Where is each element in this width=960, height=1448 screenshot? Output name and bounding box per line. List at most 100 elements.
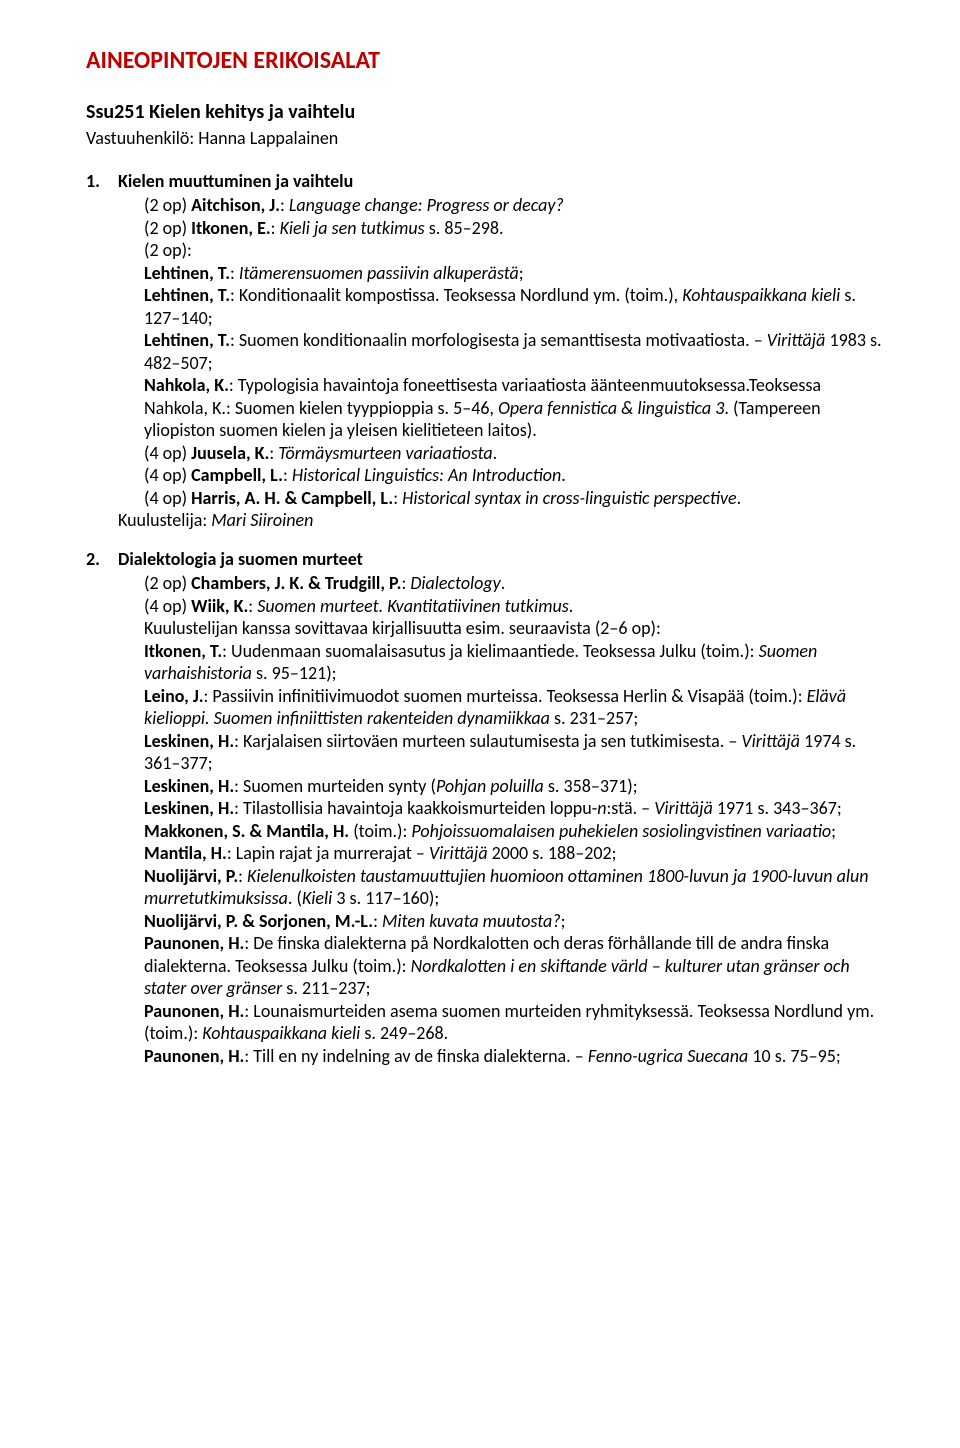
txt: s. 358–371); [544,775,638,797]
txt: (4 op) [144,595,191,617]
author: Juusela, K. [191,442,269,464]
work-title: Pohjoissuomalaisen puhekielen sosiolingv… [411,820,831,842]
s2-entry-15: Paunonen, H.: Till en ny indelning av de… [144,1045,886,1068]
author: Lehtinen, T. [144,284,230,306]
txt: : [269,442,278,464]
author: Makkonen, S. & Mantila, H. [144,820,349,842]
txt: . [493,442,498,464]
txt: ; [561,910,566,932]
work-title: Virittäjä [741,730,800,752]
txt: (2 op) [144,194,191,216]
s1-entry-9: (4 op) Campbell, L.: Historical Linguist… [144,464,886,487]
txt: s. 211–237; [282,977,370,999]
author: Paunonen, H. [144,1045,244,1067]
section-1-examiner: Kuulustelija: Mari Siiroinen [118,509,886,532]
txt: 2000 s. 188–202; [488,842,617,864]
author: Leskinen, H. [144,730,234,752]
txt: (4 op) [144,442,191,464]
txt: . [501,572,506,594]
s2-entry-14: Paunonen, H.: Lounaismurteiden asema suo… [144,1000,886,1045]
txt: 1971 s. 343–367; [713,797,842,819]
author: Leskinen, H. [144,797,234,819]
txt: : [401,572,410,594]
work-title: Kieli ja sen tutkimus [280,217,425,239]
examiner-name: Mari Siiroinen [211,509,313,531]
txt: (2 op) [144,217,191,239]
author: Campbell, L. [191,464,283,486]
s1-entry-2: (2 op) Itkonen, E.: Kieli ja sen tutkimu… [144,217,886,240]
s2-entry-9: Makkonen, S. & Mantila, H. (toim.): Pohj… [144,820,886,843]
txt: : [373,910,382,932]
author: Paunonen, H. [144,1000,244,1022]
txt: : Tilastollisia havaintoja kaakkoismurte… [234,797,597,819]
work-title: Kieli [302,887,332,909]
work-title: Virittäjä [429,842,488,864]
work-title: Historical syntax in cross-linguistic pe… [402,487,736,509]
author: Nuolijärvi, P. & Sorjonen, M.-L. [144,910,373,932]
s2-entry-2: (4 op) Wiik, K.: Suomen murteet. Kvantit… [144,595,886,618]
page: AINEOPINTOJEN ERIKOISALAT Ssu251 Kielen … [0,0,960,1448]
section-2-number: 2. [86,548,118,571]
txt: (toim.): [349,820,411,842]
s2-entry-11: Nuolijärvi, P.: Kielenulkoisten taustamu… [144,865,886,910]
main-heading-rest: INEOPINTOJEN ERIKOISALAT [101,46,380,75]
work-title: Suomen murteet. Kvantitatiivinen tutkimu… [257,595,569,617]
author: Leskinen, H. [144,775,234,797]
s2-entry-8: Leskinen, H.: Tilastollisia havaintoja k… [144,797,886,820]
main-heading: AINEOPINTOJEN ERIKOISALAT [86,46,886,76]
txt: : [280,194,289,216]
txt: : Konditionaalit kompostissa. Teoksessa … [230,284,682,306]
s2-entry-7: Leskinen, H.: Suomen murteiden synty (Po… [144,775,886,798]
section-1-number: 1. [86,170,118,193]
section-1-body: (2 op) Aitchison, J.: Language change: P… [144,194,886,509]
s1-entry-3: (2 op): [144,239,886,262]
txt: . [737,487,742,509]
txt: : Till en ny indelning av de finska dial… [244,1045,587,1067]
txt: : Lapin rajat ja murrerajat – [227,842,429,864]
txt: ; [519,262,524,284]
s1-entry-7: Nahkola, K.: Typologisia havaintoja fone… [144,374,886,442]
responsible-person: Vastuuhenkilö: Hanna Lappalainen [86,127,886,150]
work-title: Kohtauspaikkana kieli [682,284,840,306]
section-2-heading: 2. Dialektologia ja suomen murteet [86,548,886,571]
section-1-heading: 1. Kielen muuttuminen ja vaihtelu [86,170,886,193]
s1-entry-6: Lehtinen, T.: Suomen konditionaalin morf… [144,329,886,374]
txt: : Uudenmaan suomalaisasutus ja kielimaan… [222,640,758,662]
author: Leino, J. [144,685,204,707]
txt: s. 231–257; [550,707,638,729]
s2-entry-10: Mantila, H.: Lapin rajat ja murrerajat –… [144,842,886,865]
work-title: Kielenulkoisten taustamuuttujien huomioo… [144,865,869,910]
work-title: Virittäjä [767,329,826,351]
txt: s. 85–298. [425,217,504,239]
txt: : [238,865,247,887]
author: Paunonen, H. [144,932,244,954]
txt: . [561,464,566,486]
author: Harris, A. H. & Campbell, L. [191,487,393,509]
course-title: Ssu251 Kielen kehitys ja vaihtelu [86,100,886,125]
txt: . ( [288,887,302,909]
txt: (4 op) [144,464,191,486]
author: Itkonen, E. [191,217,271,239]
work-title: Miten kuvata muutosta? [382,910,561,932]
work-title: Kohtauspaikkana kieli [202,1022,360,1044]
s2-entry-12: Nuolijärvi, P. & Sorjonen, M.-L.: Miten … [144,910,886,933]
s2-entry-4: Itkonen, T.: Uudenmaan suomalaisasutus j… [144,640,886,685]
txt: : Suomen murteiden synty ( [234,775,436,797]
txt: : [230,262,239,284]
author: Aitchison, J. [191,194,280,216]
s2-entry-1: (2 op) Chambers, J. K. & Trudgill, P.: D… [144,572,886,595]
s1-entry-1: (2 op) Aitchison, J.: Language change: P… [144,194,886,217]
author: Wiik, K. [191,595,248,617]
txt: : [248,595,257,617]
author: Chambers, J. K. & Trudgill, P. [191,572,401,594]
s2-entry-6: Leskinen, H.: Karjalaisen siirtoväen mur… [144,730,886,775]
author: Mantila, H. [144,842,227,864]
s1-entry-8: (4 op) Juusela, K.: Törmäysmurteen varia… [144,442,886,465]
work-title: Fenno-ugrica Suecana [588,1045,749,1067]
txt: s. 249–268. [360,1022,448,1044]
author: Itkonen, T. [144,640,222,662]
work-title: Pohjan poluilla [436,775,544,797]
work-title: Historical Linguistics: An Introduction [292,464,561,486]
author: Lehtinen, T. [144,262,230,284]
txt: : Karjalaisen siirtoväen murteen sulautu… [234,730,741,752]
